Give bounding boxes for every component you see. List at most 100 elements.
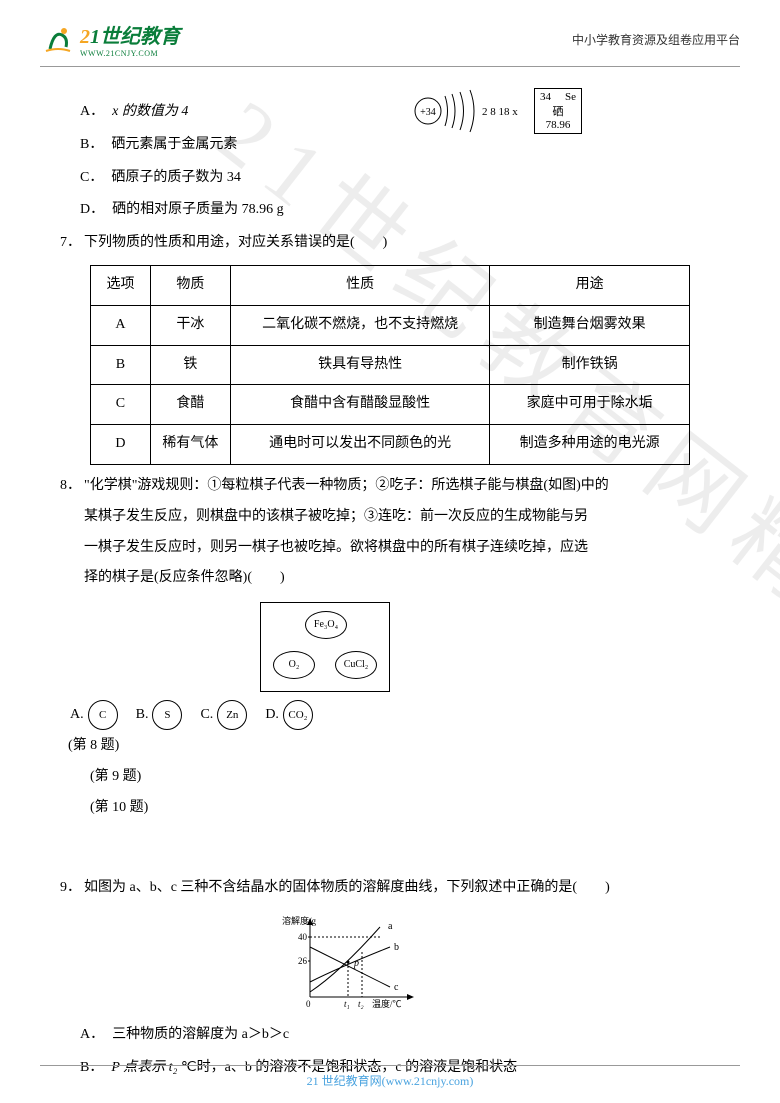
q8-line3: 一棋子发生反应时，则另一棋子也被吃掉。欲将棋盘中的所有棋子连续吃掉，应选: [84, 540, 588, 555]
atom-diagram: +34 2 8 18 x 34 Se 硒 78.96: [410, 86, 582, 136]
fig8-caption: (第 8 题): [68, 731, 720, 762]
td: 铁: [150, 345, 230, 385]
opt-d-circle: CO₂: [283, 700, 313, 730]
q9-stem: 9． 如图为 a、b、c 三种不含结晶水的固体物质的溶解度曲线，下列叙述中正确的…: [60, 873, 720, 904]
shells-label: 2 8 18 x: [482, 106, 518, 118]
q7-text: 下列物质的性质和用途，对应关系错误的是( ): [84, 228, 720, 259]
opt-a-label: A.: [70, 707, 84, 722]
q6-option-d: D． 硒的相对原子质量为 78.96 g: [80, 195, 720, 226]
opt-d-label: D.: [265, 707, 279, 722]
q8-options: A. C B.S C. Zn D. CO₂: [70, 700, 720, 731]
piece-cucl2: CuCl₂: [335, 651, 377, 679]
nucleus-label: +34: [420, 107, 436, 118]
q9-solubility-figure: 溶解度/g 40 26 a b c p 0 t₁ t₂ 温度/℃: [280, 912, 410, 1012]
opt-c-label: C.: [200, 707, 213, 722]
page-footer: 21 世纪教育网(www.21cnjy.com): [40, 1065, 740, 1089]
q6-option-a: A． x 的数值为 4: [80, 97, 720, 128]
th: 性质: [230, 265, 490, 305]
ylabel: 溶解度/g: [282, 915, 317, 926]
elem-mass: 78.96: [537, 119, 579, 131]
label-a: a: [388, 921, 393, 932]
table-row: A 干冰 二氧化碳不燃烧，也不支持燃烧 制造舞台烟雾效果: [91, 305, 690, 345]
header-caption: 中小学教育资源及组卷应用平台: [572, 31, 740, 48]
piece-o2: O₂: [273, 651, 315, 679]
q6-option-c: C． 硒原子的质子数为 34: [80, 163, 720, 194]
table-row: D 稀有气体 通电时可以发出不同颜色的光 制造多种用途的电光源: [91, 425, 690, 465]
logo-text: 21世纪教育 WWW.21CNJY.COM: [80, 20, 180, 58]
table-row: C 食醋 食醋中含有醋酸显酸性 家庭中可用于除水垢: [91, 385, 690, 425]
element-box: 34 Se 硒 78.96: [534, 88, 582, 134]
td: A: [91, 305, 151, 345]
td: 制造多种用途的电光源: [490, 425, 690, 465]
opt-c-circle: Zn: [217, 700, 247, 730]
table-row: B 铁 铁具有导热性 制作铁锅: [91, 345, 690, 385]
y26: 26: [298, 956, 308, 966]
q7-stem: 7． 下列物质的性质和用途，对应关系错误的是( ): [60, 228, 720, 259]
q8-board-figure: Fe₃O₄ O₂ CuCl₂: [260, 602, 720, 692]
q7-table-wrap: 选项 物质 性质 用途 A 干冰 二氧化碳不燃烧，也不支持燃烧 制造舞台烟雾效果…: [90, 265, 720, 465]
td: 食醋中含有醋酸显酸性: [230, 385, 490, 425]
piece-fe3o4: Fe₃O₄: [305, 611, 347, 639]
logo-block: 21世纪教育 WWW.21CNJY.COM: [40, 20, 180, 58]
opt-text: x 的数值为 4: [112, 104, 188, 119]
q9-text: 如图为 a、b、c 三种不含结晶水的固体物质的溶解度曲线，下列叙述中正确的是( …: [84, 873, 720, 904]
x-origin: 0: [306, 999, 311, 1009]
elem-number: 34: [540, 91, 551, 103]
footer-suffix: ): [469, 1074, 473, 1088]
q8-stem: 8． "化学棋"游戏规则：①每粒棋子代表一种物质；②吃子：所选棋子能与棋盘(如图…: [60, 471, 720, 594]
fig10-caption: (第 10 题): [90, 793, 720, 824]
td: C: [91, 385, 151, 425]
q9-option-a: A． 三种物质的溶解度为 a＞b＞c: [80, 1020, 720, 1051]
elem-name: 硒: [537, 103, 579, 119]
fig9-caption: (第 9 题): [90, 762, 720, 793]
opt-letter: B．: [80, 137, 103, 152]
td: D: [91, 425, 151, 465]
xlabel: 温度/℃: [372, 998, 402, 1009]
q7-number: 7．: [60, 228, 84, 259]
td: 通电时可以发出不同颜色的光: [230, 425, 490, 465]
opt-b-label: B.: [136, 707, 149, 722]
td: 家庭中可用于除水垢: [490, 385, 690, 425]
td: 铁具有导热性: [230, 345, 490, 385]
q9-number: 9．: [60, 873, 84, 904]
x-t2: t₂: [358, 999, 364, 1009]
opt-letter: C．: [80, 170, 103, 185]
opt-b-circle: S: [152, 700, 182, 730]
opt-letter: D．: [80, 202, 104, 217]
table-header-row: 选项 物质 性质 用途: [91, 265, 690, 305]
th: 用途: [490, 265, 690, 305]
opt-letter: A．: [80, 104, 104, 119]
content-area: A． x 的数值为 4 B． 硒元素属于金属元素 C． 硒原子的质子数为 34 D． 硒…: [40, 97, 740, 1084]
footer-prefix: 21 世纪教育网(: [307, 1074, 386, 1088]
td: 稀有气体: [150, 425, 230, 465]
opt-text: 硒原子的质子数为 34: [111, 170, 241, 185]
logo-cn-rest: 1世纪教育: [90, 26, 180, 48]
th: 选项: [91, 265, 151, 305]
opt-letter: A．: [80, 1027, 104, 1042]
logo-url: WWW.21CNJY.COM: [80, 49, 180, 58]
q8-line2: 某棋子发生反应，则棋盘中的该棋子被吃掉；③连吃：前一次反应的生成物能与另: [84, 509, 588, 524]
th: 物质: [150, 265, 230, 305]
label-p: p: [353, 958, 359, 969]
board-outer: Fe₃O₄ O₂ CuCl₂: [260, 602, 390, 692]
td: 二氧化碳不燃烧，也不支持燃烧: [230, 305, 490, 345]
logo-icon: [40, 21, 76, 57]
q7-table: 选项 物质 性质 用途 A 干冰 二氧化碳不燃烧，也不支持燃烧 制造舞台烟雾效果…: [90, 265, 690, 465]
q6-option-b: B． 硒元素属于金属元素: [80, 130, 720, 161]
label-c: c: [394, 982, 399, 993]
td: B: [91, 345, 151, 385]
opt-text: 硒的相对原子质量为 78.96 g: [112, 202, 284, 217]
opt-a-circle: C: [88, 700, 118, 730]
y40: 40: [298, 932, 308, 942]
elem-symbol: Se: [565, 91, 576, 103]
q8-line1: "化学棋"游戏规则：①每粒棋子代表一种物质；②吃子：所选棋子能与棋盘(如图)中的: [84, 478, 609, 493]
q8-line4: 择的棋子是(反应条件忽略)( ): [84, 570, 285, 585]
td: 制造舞台烟雾效果: [490, 305, 690, 345]
td: 食醋: [150, 385, 230, 425]
x-t1: t₁: [344, 999, 350, 1009]
opt-text: 硒元素属于金属元素: [111, 137, 237, 152]
q8-number: 8．: [60, 471, 84, 594]
footer-url: www.21cnjy.com: [386, 1074, 470, 1088]
opt-text: 三种物质的溶解度为 a＞b＞c: [112, 1027, 289, 1042]
logo-cn-prefix: 2: [80, 26, 90, 48]
